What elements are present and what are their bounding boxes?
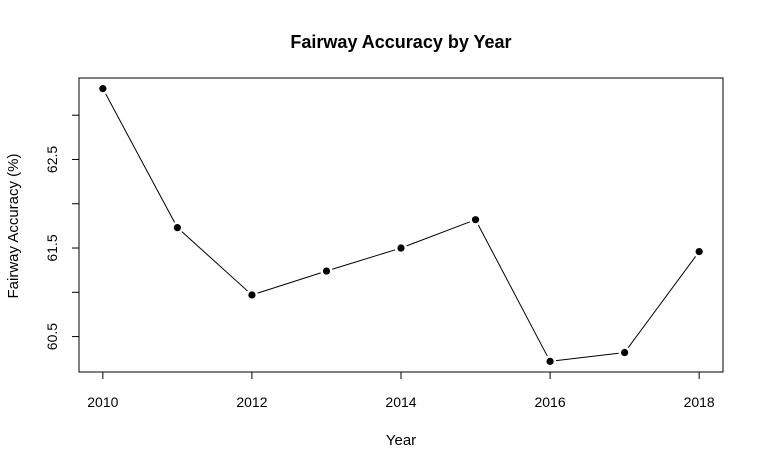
data-point [695,247,703,256]
data-point [397,244,405,252]
x-tick-label: 2010 [87,394,118,410]
series-line-segment [181,231,248,292]
series-line-segment [627,256,696,348]
data-point [248,291,256,299]
x-axis: 2010 2012 2014 2016 2018 [87,372,715,410]
y-tick-label: 62.5 [44,146,60,173]
y-axis: 60.5 61.5 62.5 [44,114,79,350]
series-line-segment [105,93,175,223]
x-tick-label: 2012 [236,394,267,410]
x-tick-label: 2018 [684,394,715,410]
y-tick-label: 60.5 [44,323,60,350]
series-line-segment [257,272,321,294]
series-line-segment [477,224,548,357]
data-point [173,224,181,232]
series-line-segment [555,352,619,362]
series-line-segment [332,249,396,270]
x-tick-label: 2014 [385,394,416,410]
x-tick-label: 2016 [534,394,565,410]
data-point [471,216,480,224]
data-point [322,267,331,275]
data-point [546,357,554,365]
data-point [621,348,629,357]
x-axis-label: Year [386,432,416,449]
y-tick-label: 61.5 [44,234,60,261]
y-axis-label: Fairway Accuracy (%) [5,153,22,298]
series-line-segment [406,221,471,247]
chart-title: Fairway Accuracy by Year [290,32,511,52]
data-point [99,85,107,93]
data-series [99,85,703,365]
